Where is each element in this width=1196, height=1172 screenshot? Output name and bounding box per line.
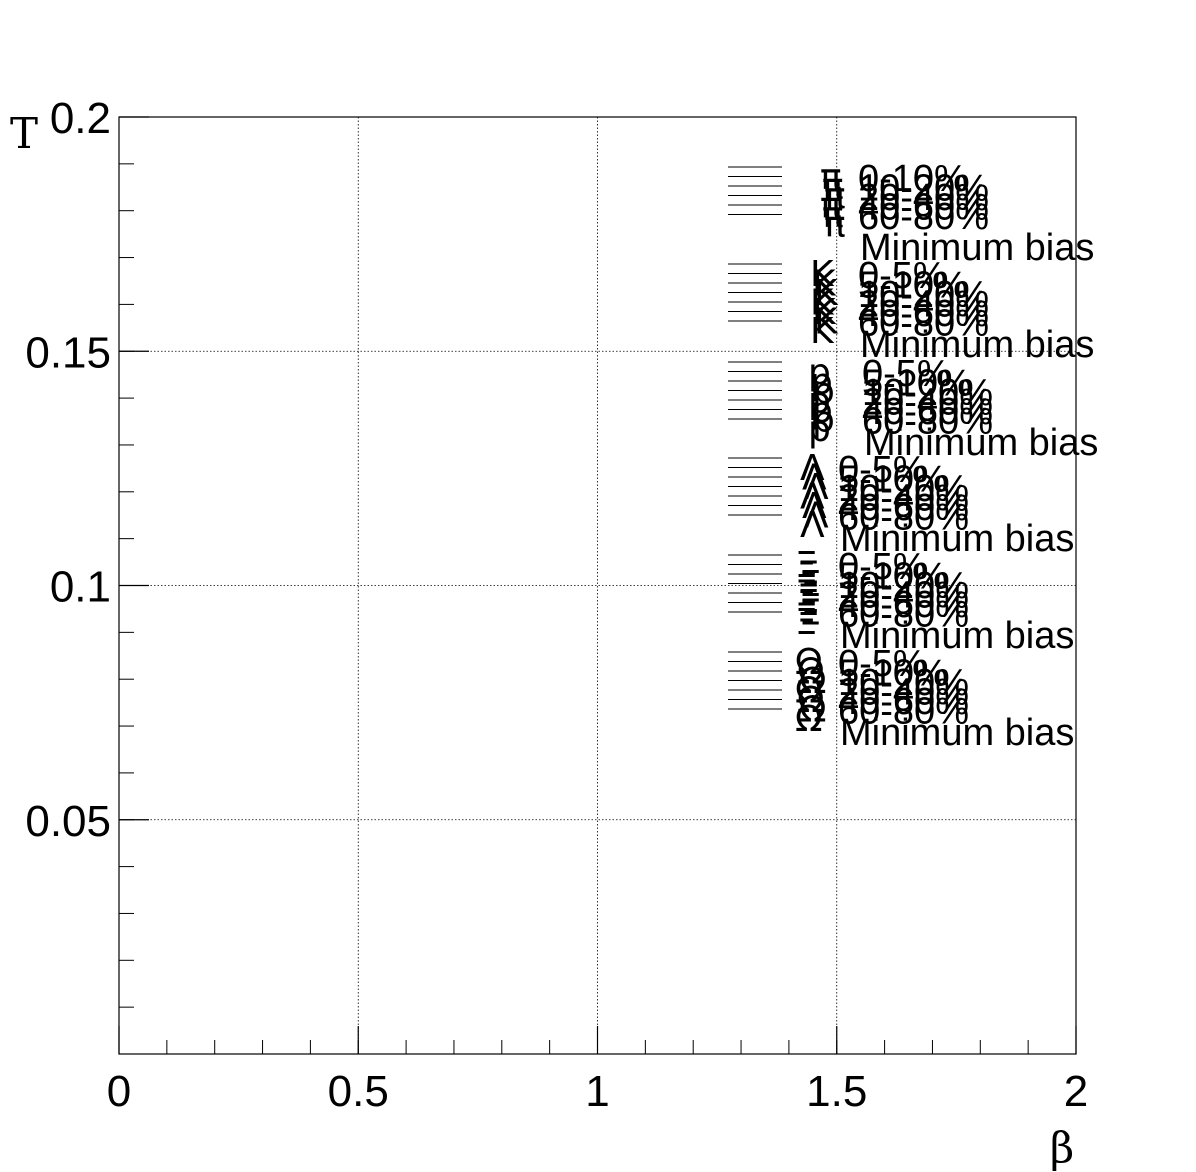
y-tick-label: 0.1 (50, 563, 111, 612)
legend-entry-label: 10-20% (838, 468, 969, 510)
legend-entry-label: 0-5% (838, 449, 927, 491)
legend-symbol: Ξ (795, 574, 818, 615)
legend-symbol: Ω (795, 699, 823, 740)
legend-symbol: Ξ (795, 602, 818, 643)
legend-entry-label: Minimum bias (840, 615, 1074, 657)
legend-symbol: π (824, 176, 846, 217)
legend-entry-label: 40-60% (838, 584, 969, 626)
legend-symbol: Λ (802, 458, 827, 499)
legend-symbol: p (810, 390, 833, 431)
legend-symbol: K (810, 254, 835, 295)
legend-symbol: Λ (800, 477, 825, 518)
legend-entry-label: 60-80% (862, 401, 993, 443)
legend-entry-label: 40-60% (838, 681, 969, 723)
legend-symbol: π (824, 205, 846, 246)
legend-entry-label: 20-40% (838, 575, 969, 617)
legend-entry-label: 60-80% (838, 691, 969, 733)
x-axis-title: β (1050, 1123, 1074, 1172)
legend-entry-label: 60-80% (858, 196, 989, 238)
legend-symbol: Λ (800, 505, 825, 546)
legend-entry-label: 5-10% (838, 653, 948, 695)
legend-entry-label: 0-5% (838, 546, 927, 588)
legend-entry-label: 5-10% (838, 556, 948, 598)
legend-symbol: K (810, 283, 835, 324)
x-tick-label: 1.5 (806, 1067, 867, 1116)
legend-symbol: π (822, 195, 844, 236)
legend-entry-label: Minimum bias (840, 518, 1074, 560)
legend-symbol: π (820, 186, 842, 227)
legend-entry-label: 0-5% (838, 643, 927, 685)
legend-entry-label: 20-40% (862, 382, 993, 424)
legend-symbol: Λ (800, 448, 825, 489)
legend-symbol: Ξ (797, 583, 820, 624)
legend-entry-label: 10-20% (862, 372, 993, 414)
y-tick-label: 0.2 (50, 94, 111, 143)
legend-symbol: π (822, 167, 844, 208)
legend-entry-label: 40-60% (858, 187, 989, 229)
x-tick-label: 2 (1064, 1067, 1088, 1116)
legend-entry-label: 20-40% (858, 284, 989, 326)
legend-symbol: Ξ (795, 545, 818, 586)
legend-entry-label: Minimum bias (860, 324, 1094, 366)
legend-entry-label: Minimum bias (840, 712, 1074, 754)
legend-entry-label: 40-60% (858, 293, 989, 335)
legend-symbol: p (812, 400, 835, 441)
legend-symbol: Ω (795, 671, 823, 712)
legend-entry-label: 40-60% (838, 487, 969, 529)
y-tick-label: 0.15 (25, 328, 111, 377)
legend-entry-label: Minimum bias (860, 227, 1094, 269)
x-tick-labels: 0 0.5 1 1.5 2 (107, 1067, 1088, 1116)
legend-symbol: p (808, 409, 831, 450)
legend-entry-label: 60-80% (858, 303, 989, 345)
grid-lines (119, 117, 1076, 1054)
legend-entry-label: 5-10% (862, 363, 972, 405)
legend-symbol: K (810, 311, 835, 352)
legend-entry-label: 5-10% (858, 265, 968, 307)
legend-symbol: Ω (797, 652, 825, 693)
x-tick-label: 0.5 (328, 1067, 389, 1116)
legend-entry-label: 10-20% (838, 662, 969, 704)
legend-symbol: K (812, 264, 837, 305)
legend-symbol: Λ (804, 467, 829, 508)
legend-symbol: Ξ (799, 593, 822, 634)
legend-symbol: Ξ (799, 564, 822, 605)
legend-symbol: Ω (799, 690, 827, 731)
legend-symbol: p (808, 352, 831, 393)
legend-symbol: K (814, 302, 839, 343)
legend-symbol: Λ (804, 496, 829, 537)
axis-ticks (118, 116, 1077, 1054)
x-tick-label: 1 (585, 1067, 609, 1116)
legend-entry-label: 40-60% (862, 391, 993, 433)
legend-entry-label: 20-40% (858, 177, 989, 219)
legend-symbol: p (810, 362, 833, 403)
legend-entry-label: 0-10% (858, 158, 968, 200)
legend-symbol: Λ (802, 486, 827, 527)
legend: π 0-10% π 10-20% π 20-40% π 40-60% π 60-80% π Minim… (728, 157, 1098, 754)
legend-entry-label: 0-5% (862, 353, 951, 395)
legend-symbol: Ω (795, 642, 823, 683)
legend-symbol: p (808, 381, 831, 422)
legend-entry-label: 20-40% (838, 478, 969, 520)
y-axis-title: T (10, 109, 38, 158)
y-tick-label: 0.05 (25, 797, 111, 846)
y-tick-labels: 0.05 0.1 0.15 0.2 (25, 94, 111, 846)
legend-symbol: π (820, 157, 842, 198)
legend-symbol: K (812, 292, 837, 333)
legend-entry-label: 60-80% (838, 497, 969, 539)
legend-entry-label: 5-10% (838, 459, 948, 501)
legend-entry-label: 20-40% (838, 672, 969, 714)
legend-symbol: Ω (799, 661, 827, 702)
legend-entry-label: Minimum bias (864, 422, 1098, 464)
legend-symbol: p (812, 371, 835, 412)
legend-entry-label: 10-20% (858, 168, 989, 210)
legend-symbol: Ξ (797, 555, 820, 596)
legend-symbol: Ω (797, 680, 825, 721)
legend-entry-label: 60-80% (838, 594, 969, 636)
legend-symbol: K (814, 273, 839, 314)
x-tick-label: 0 (107, 1067, 131, 1116)
legend-entry-label: 10-20% (858, 274, 989, 316)
legend-entry-label: 0-5% (858, 255, 947, 297)
legend-entry-label: 10-20% (838, 565, 969, 607)
